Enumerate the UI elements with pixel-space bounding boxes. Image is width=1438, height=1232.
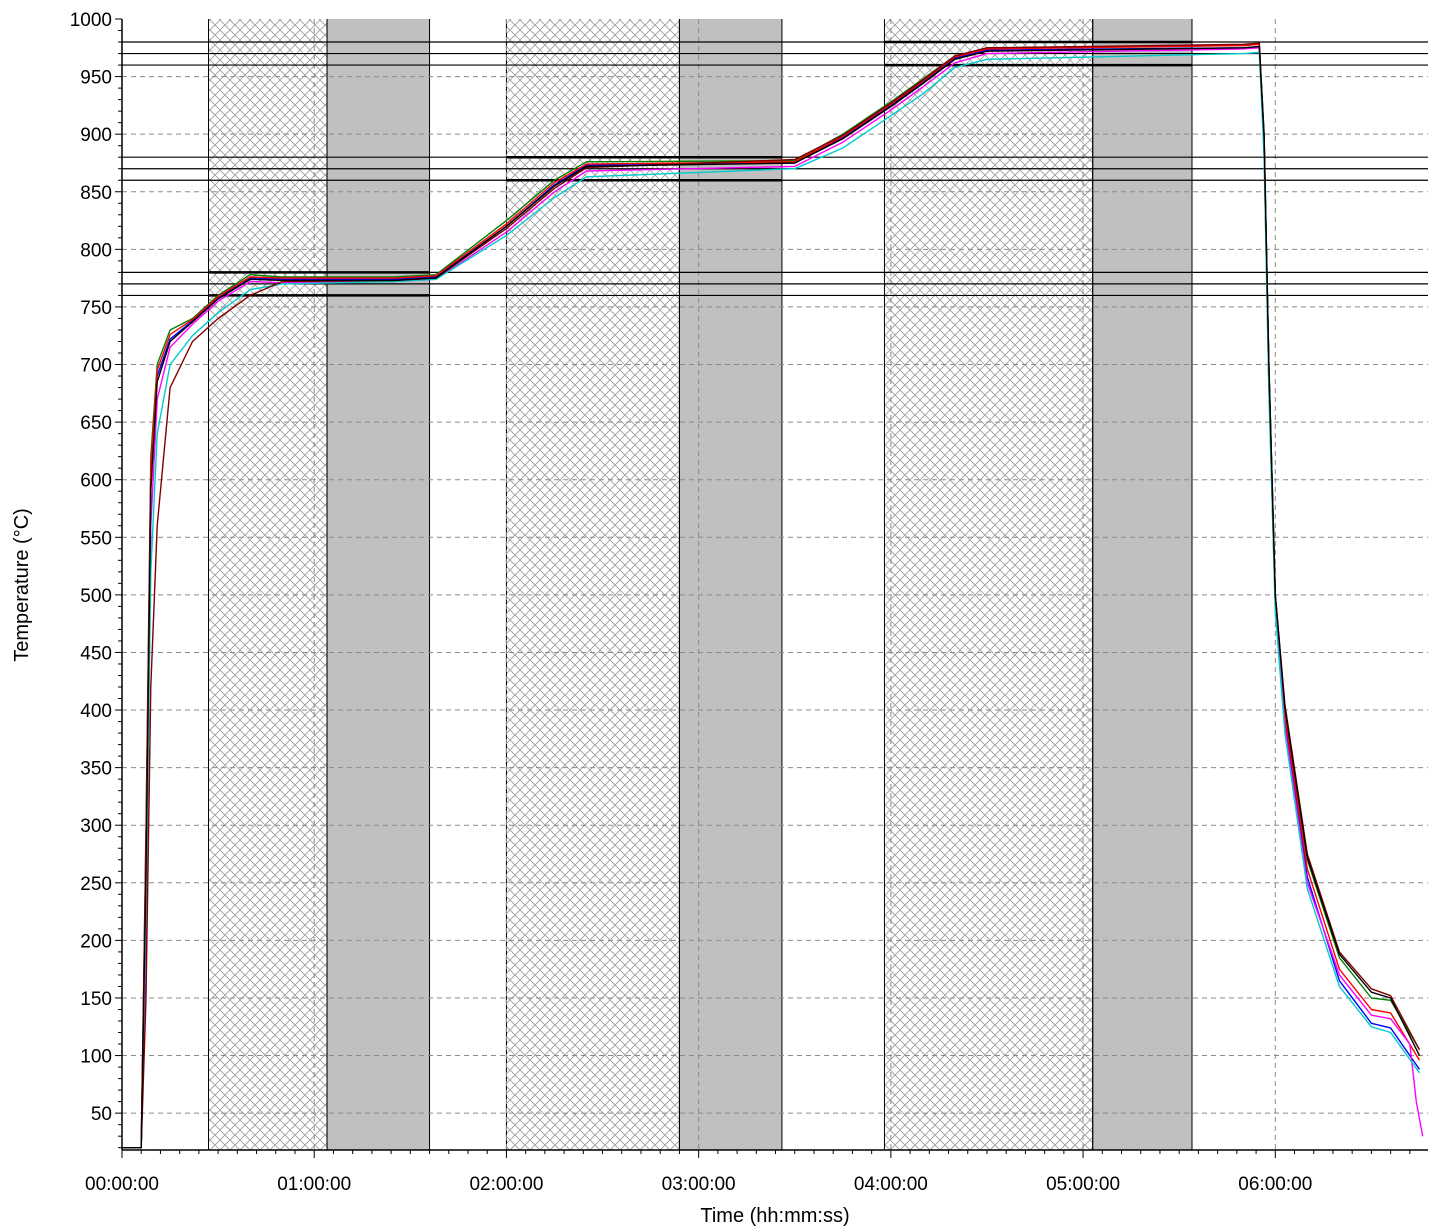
- y-tick-label: 350: [80, 759, 112, 780]
- shaded-region-gray: [679, 19, 782, 1150]
- tolerance-bands: [122, 40, 1428, 297]
- y-tick-label: 650: [80, 413, 112, 434]
- y-tick-label: 300: [80, 816, 112, 837]
- y-tick-label: 200: [80, 931, 112, 952]
- y-tick-label: 700: [80, 356, 112, 377]
- series-line-7: [122, 45, 1421, 1149]
- x-tick-label: 02:00:00: [469, 1174, 543, 1195]
- y-tick-label: 850: [80, 183, 112, 204]
- x-tick-label: 00:00:00: [85, 1174, 159, 1195]
- grid: [122, 19, 1428, 1150]
- shaded-region-hatched: [208, 19, 328, 1150]
- shaded-regions: [207, 19, 1193, 1150]
- y-tick-label: 50: [91, 1104, 112, 1125]
- series-line-4: [122, 47, 1424, 1149]
- series-lines: [122, 42, 1424, 1149]
- x-tick-label: 05:00:00: [1046, 1174, 1120, 1195]
- y-tick-label: 900: [80, 125, 112, 146]
- y-tick-label: 750: [80, 298, 112, 319]
- x-tick-label: 04:00:00: [854, 1174, 928, 1195]
- y-tick-label: 950: [80, 68, 112, 89]
- y-tick-label: 500: [80, 586, 112, 607]
- y-tick-label: 250: [80, 874, 112, 895]
- x-tick-label: 03:00:00: [662, 1174, 736, 1195]
- x-tick-label: 01:00:00: [277, 1174, 351, 1195]
- y-tick-label: 400: [80, 701, 112, 722]
- y-tick-label: 550: [80, 528, 112, 549]
- shaded-region-gray: [327, 19, 430, 1150]
- y-axis-title: Temperature (°C): [11, 508, 33, 662]
- y-tick-label: 800: [80, 240, 112, 261]
- series-line-5: [122, 51, 1421, 1149]
- y-tick-label: 100: [80, 1047, 112, 1068]
- shaded-region-hatched: [506, 19, 680, 1150]
- shaded-region-hatched: [884, 19, 1093, 1150]
- x-tick-label: 06:00:00: [1238, 1174, 1312, 1195]
- axes: [115, 18, 1428, 1158]
- y-tick-label: 600: [80, 471, 112, 492]
- y-tick-label: 150: [80, 989, 112, 1010]
- tick-labels: 50 100 150 200 250 300 350 400 450 500 550 600 650 70…: [70, 10, 1313, 1195]
- y-tick-label: 450: [80, 643, 112, 664]
- x-axis-title: Time (hh:mm:ss): [700, 1205, 849, 1227]
- y-tick-label: 1000: [70, 10, 112, 31]
- shaded-region-gray: [1092, 19, 1193, 1150]
